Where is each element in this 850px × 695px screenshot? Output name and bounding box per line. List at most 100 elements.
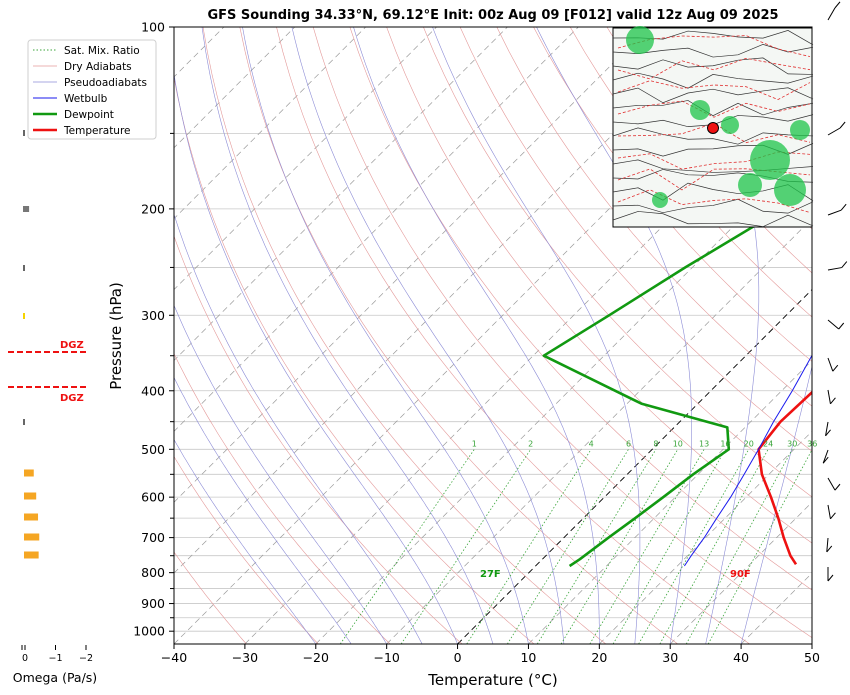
dry-adiabat	[276, 27, 750, 644]
dry-adiabat	[423, 27, 812, 498]
y-tick-label: 600	[141, 490, 165, 505]
dry-adiabat	[174, 352, 391, 644]
map-contour-red	[617, 168, 811, 191]
x-axis-label: Temperature (°C)	[427, 671, 557, 689]
map-precip	[790, 120, 810, 140]
chart-title: GFS Sounding 34.33°N, 69.12°E Init: 00z …	[207, 8, 778, 23]
mixing-ratio-line	[707, 449, 812, 644]
dry-adiabat	[174, 455, 319, 644]
map-contour	[612, 57, 814, 75]
legend-entry: Sat. Mix. Ratio	[64, 45, 140, 57]
axes: −40 −30 −20 −10 0 10 20 30 40 50 100 200 300 400 500 60…	[133, 20, 820, 666]
map-contour	[612, 87, 814, 104]
omega-tick-label: 0	[22, 653, 28, 664]
map-contour-red	[617, 189, 811, 213]
map-contour	[612, 72, 814, 89]
dry-adiabat	[312, 27, 812, 639]
mixing-ratio-line	[536, 449, 657, 644]
temperature-line	[757, 390, 812, 566]
x-tick-label: 0	[454, 650, 462, 665]
map-precip	[721, 116, 739, 134]
x-tick-label: 50	[804, 650, 820, 665]
x-tick-label: 10	[520, 650, 536, 665]
legend-entry: Dewpoint	[64, 109, 114, 121]
map-contour	[612, 100, 814, 117]
wind-barb-flag	[830, 397, 836, 405]
pseudoadiabat	[432, 27, 641, 644]
omega-bar	[24, 469, 34, 477]
pseudoadiabat	[174, 376, 352, 644]
mixing-ratio-line	[507, 449, 629, 644]
mixing-ratio-line	[685, 449, 793, 644]
wind-barb	[827, 504, 831, 519]
legend-box	[27, 39, 157, 140]
x-tick-label: 20	[591, 650, 607, 665]
map-contour	[612, 211, 814, 228]
isotherm-line	[457, 288, 812, 644]
y-tick-label: 700	[141, 530, 165, 545]
y-tick-label: 100	[141, 20, 165, 35]
dry-adiabat	[533, 27, 812, 362]
mixing-ratio-label: 8	[653, 439, 658, 448]
isotherm-line	[811, 643, 812, 644]
isotherm-line	[669, 501, 812, 644]
pseudoadiabat	[174, 439, 317, 644]
mixing-ratio-label: 13	[699, 439, 709, 448]
mixing-ratio-line	[638, 449, 750, 644]
dry-adiabat	[202, 27, 607, 644]
omega-bar	[23, 206, 30, 212]
map-contour-red	[617, 80, 811, 100]
mixing-ratio-label: 10	[673, 439, 683, 448]
wind-barb-flag	[839, 121, 846, 129]
mixing-ratio-label: 1	[472, 439, 477, 448]
mixing-ratio-line	[589, 449, 705, 644]
omega-axis-label: Omega (Pa/s)	[13, 670, 97, 685]
wetbulb-line	[683, 354, 812, 567]
mixing-ratio-label: 20	[744, 439, 754, 448]
isotherm-line	[0, 27, 11, 644]
y-tick-label: 1000	[133, 624, 165, 639]
wind-barb	[827, 267, 842, 271]
y-tick-label: 400	[141, 383, 165, 398]
wind-barb-flag	[830, 512, 836, 520]
dry-adiabat	[174, 75, 535, 644]
mixing-ratio-label: 2	[528, 439, 533, 448]
omega-panel: 0 −1 −2	[8, 130, 93, 664]
mixing-ratio-label: 30	[787, 439, 797, 448]
pseudoadiabat	[201, 27, 494, 644]
wind-barb-flag	[838, 322, 845, 330]
mixing-ratio-line	[560, 449, 679, 644]
dry-adiabat	[174, 551, 247, 644]
location-marker	[707, 122, 719, 134]
omega-bar	[23, 265, 25, 271]
wind-barbs	[822, 1, 848, 582]
wind-barb-flag	[834, 1, 841, 9]
omega-bar	[24, 513, 39, 521]
omega-bar	[23, 313, 25, 319]
mixing-ratio-line	[612, 449, 726, 644]
isotherm-line	[528, 359, 812, 644]
x-tick-label: −40	[161, 650, 187, 665]
map-precip	[652, 192, 668, 208]
wind-barb-flag	[825, 429, 831, 437]
wind-barb-flag	[827, 574, 834, 582]
legend-entry: Wetbulb	[64, 93, 108, 105]
plot-frame	[173, 26, 813, 645]
x-tick-label: 40	[733, 650, 749, 665]
map-precip	[690, 100, 710, 120]
wind-barb-flag	[822, 456, 829, 464]
wind-barb-flag	[832, 364, 839, 372]
pseudoadiabat	[242, 27, 529, 644]
dewpoint-line	[542, 126, 812, 568]
x-tick-label: 30	[662, 650, 678, 665]
wind-barb-flag	[840, 203, 847, 211]
dry-adiabat	[239, 27, 678, 644]
pseudoadiabat	[174, 304, 387, 644]
legend-entry: Pseudoadiabats	[64, 77, 147, 89]
dgz-label-top: DGZ	[60, 340, 84, 351]
surface-temp-label: 90F	[730, 569, 751, 580]
mixing-ratio-labels: 1 2 4 6 8 10 13 16 20 24 30 36	[472, 439, 817, 448]
map-contour	[612, 127, 814, 145]
wind-barb	[825, 421, 829, 436]
